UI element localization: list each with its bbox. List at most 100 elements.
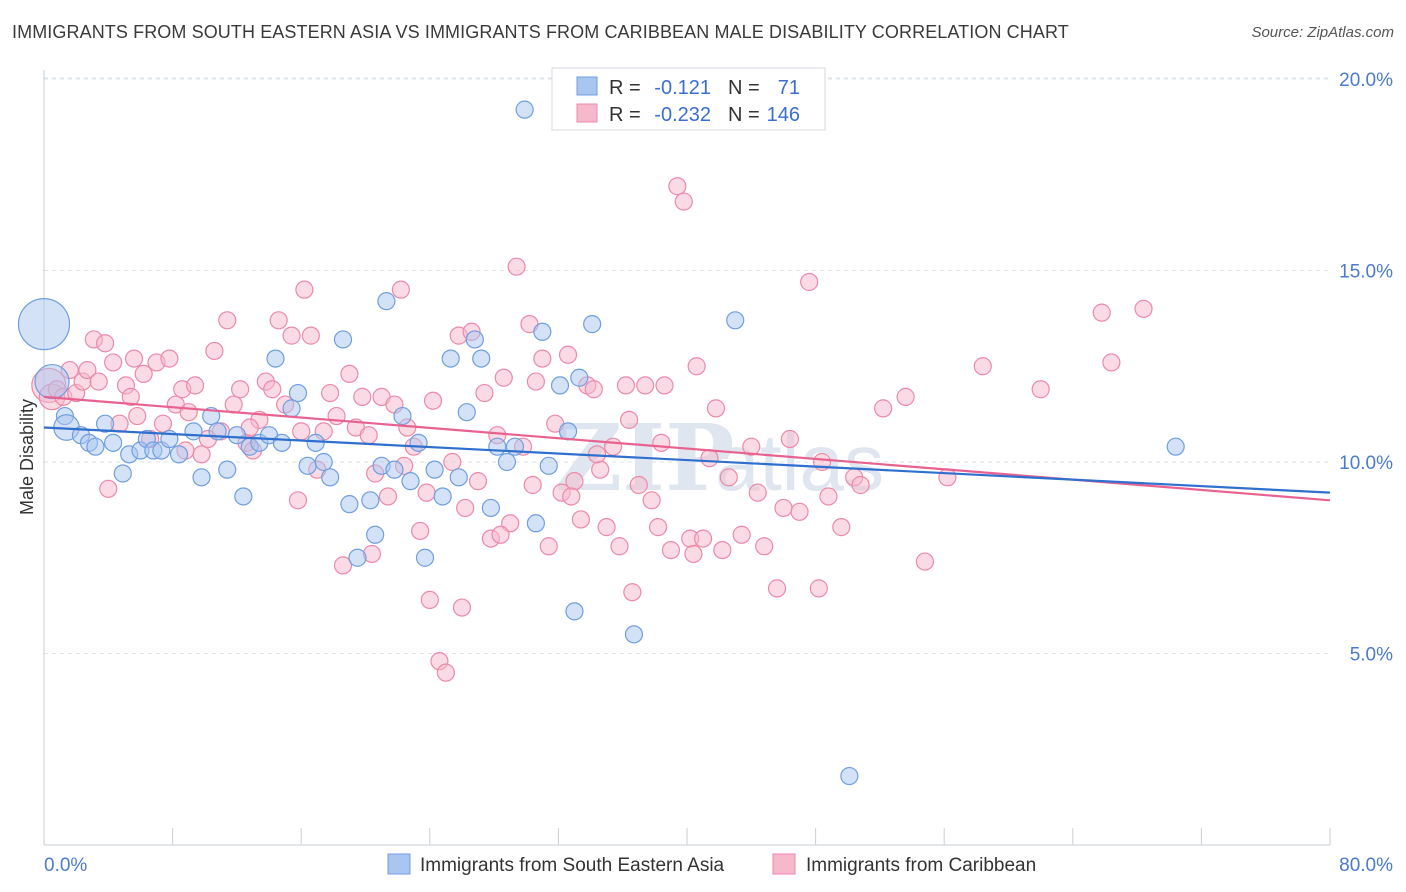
south-eastern-asia-point: [104, 433, 123, 452]
south-eastern-asia-point: [539, 456, 558, 475]
caribbean-point: [128, 406, 147, 426]
caribbean-point: [713, 540, 732, 560]
caribbean-point: [411, 521, 430, 541]
caribbean-point: [186, 376, 205, 395]
caribbean-point: [121, 387, 140, 406]
caribbean-point: [282, 326, 301, 345]
caribbean-point: [95, 334, 115, 353]
caribbean-point: [1031, 380, 1050, 399]
y-tick-label: 20.0%: [1339, 70, 1393, 91]
caribbean-point: [452, 598, 472, 617]
stats-legend-swatch-pink: [576, 103, 598, 123]
caribbean-point: [333, 556, 353, 575]
caribbean-point: [1134, 299, 1153, 318]
stats-n-value-blue: 71: [778, 77, 800, 99]
caribbean-point: [565, 472, 584, 491]
caribbean-point: [800, 272, 819, 292]
caribbean-point: [269, 311, 288, 330]
south-eastern-asia-point: [314, 452, 333, 472]
stats-n-value-pink: 146: [767, 104, 800, 126]
legend-label-caribbean: Immigrants from Caribbean: [806, 855, 1036, 876]
south-eastern-asia-point: [393, 406, 412, 426]
stats-n-label-pink: N =: [728, 104, 760, 126]
stats-n-label-blue: N =: [728, 77, 760, 99]
gridlines: [44, 77, 1330, 654]
caribbean-point: [668, 177, 687, 196]
south-eastern-asia-point: [333, 330, 353, 349]
south-eastern-asia-point: [409, 433, 428, 452]
south-eastern-asia-point: [321, 468, 340, 487]
south-eastern-asia-point: [218, 460, 237, 479]
caribbean-point: [819, 487, 838, 506]
caribbean-point: [1102, 353, 1121, 372]
south-eastern-asia-point: [488, 437, 507, 456]
caribbean-point: [124, 349, 144, 368]
south-eastern-asia-point: [472, 349, 491, 368]
y-tick-label: 10.0%: [1339, 453, 1393, 474]
stats-r-value-blue: -0.121: [654, 77, 711, 99]
caribbean-point: [642, 491, 661, 510]
south-eastern-asia-point: [726, 311, 745, 330]
south-eastern-asia-point: [192, 468, 211, 487]
south-eastern-asia-point: [558, 422, 578, 441]
caribbean-point: [562, 487, 581, 506]
caribbean-point: [652, 433, 671, 452]
caribbean-point: [774, 498, 793, 518]
chart-source: Source: ZipAtlas.com: [1251, 24, 1394, 41]
caribbean-point: [755, 537, 774, 556]
caribbean-point: [767, 579, 787, 598]
caribbean-point: [684, 544, 703, 564]
caribbean-point: [623, 583, 642, 602]
caribbean-point: [832, 518, 851, 537]
caribbean-point: [179, 403, 198, 422]
south-eastern-asia-point: [840, 766, 859, 786]
caribbean-point: [378, 487, 398, 506]
south-eastern-asia-point: [526, 514, 545, 533]
south-eastern-asia-point: [184, 422, 203, 441]
south-eastern-asia-point: [457, 403, 476, 422]
south-eastern-asia-point: [227, 426, 246, 445]
caribbean-point: [218, 311, 237, 330]
stats-r-label-pink: R =: [609, 104, 641, 126]
south-eastern-asia-point: [86, 437, 105, 456]
y-tick-label: 5.0%: [1350, 645, 1393, 666]
caribbean-point: [706, 399, 726, 418]
caribbean-point: [1092, 303, 1111, 322]
south-eastern-asia-point: [95, 414, 115, 433]
south-eastern-asia-point: [113, 464, 132, 483]
caribbean-point: [584, 380, 603, 399]
caribbean-point: [420, 590, 439, 609]
south-eastern-asia-point: [348, 548, 367, 567]
caribbean-point: [719, 468, 738, 487]
x-tick-labels: 0.0% 80.0%: [44, 855, 1393, 876]
caribbean-point: [687, 357, 706, 376]
caribbean-point: [938, 468, 957, 487]
caribbean-point: [160, 349, 179, 368]
caribbean-point: [359, 426, 378, 445]
caribbean-point: [391, 280, 410, 299]
caribbean-point: [231, 380, 250, 399]
caribbean-point: [475, 383, 494, 403]
caribbean-point: [263, 380, 282, 399]
south-eastern-asia-point: [385, 460, 404, 479]
caribbean-point: [456, 498, 475, 518]
south-eastern-asia-points: [17, 100, 1185, 786]
x-tick-label: 80.0%: [1339, 855, 1393, 876]
legend-swatch-south-eastern-asia: [387, 853, 411, 875]
caribbean-point: [629, 475, 648, 495]
caribbean-point: [700, 449, 719, 468]
caribbean-point: [748, 483, 767, 502]
legend-swatch-caribbean: [772, 853, 796, 875]
south-eastern-asia-point: [298, 456, 317, 475]
south-eastern-asia-point: [202, 406, 221, 426]
caribbean-point: [192, 445, 211, 464]
caribbean-point: [571, 510, 591, 529]
south-eastern-asia-point: [481, 498, 500, 518]
south-eastern-asia-point: [17, 298, 71, 351]
caribbean-point: [661, 540, 681, 560]
caribbean-point: [674, 192, 693, 211]
chart-title: IMMIGRANTS FROM SOUTH EASTERN ASIA VS IM…: [12, 22, 1069, 42]
caribbean-point: [780, 429, 799, 449]
series-legend: Immigrants from South Eastern Asia Immig…: [387, 853, 1036, 876]
